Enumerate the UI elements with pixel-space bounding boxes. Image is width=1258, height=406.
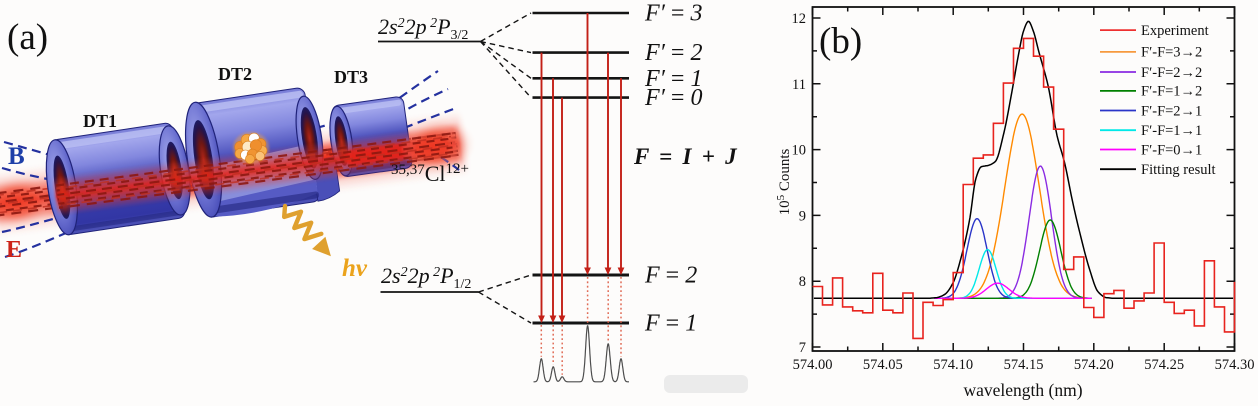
svg-text:DT3: DT3 bbox=[334, 67, 368, 87]
svg-text:10: 10 bbox=[792, 143, 807, 159]
svg-text:F′-F=2→1: F′-F=2→1 bbox=[1141, 103, 1202, 119]
svg-text:574.30: 574.30 bbox=[1215, 357, 1255, 373]
svg-text:E: E bbox=[6, 237, 22, 263]
svg-text:(b): (b) bbox=[819, 21, 862, 62]
svg-text:DT2: DT2 bbox=[218, 64, 252, 84]
svg-text:F′-F=1→2: F′-F=1→2 bbox=[1141, 84, 1202, 100]
svg-text:574.00: 574.00 bbox=[793, 357, 833, 373]
svg-text:574.20: 574.20 bbox=[1074, 357, 1114, 373]
svg-text:9: 9 bbox=[799, 208, 806, 224]
svg-text:(a): (a) bbox=[7, 17, 48, 58]
svg-text:B: B bbox=[8, 143, 25, 170]
svg-text:F′ = 1: F′ = 1 bbox=[644, 66, 702, 92]
svg-text:DT1: DT1 bbox=[83, 111, 117, 131]
svg-text:11: 11 bbox=[792, 77, 806, 93]
svg-text:F′-F=2→2: F′-F=2→2 bbox=[1141, 65, 1202, 81]
svg-text:hν: hν bbox=[342, 255, 368, 282]
svg-text:F = 2: F = 2 bbox=[644, 263, 697, 289]
svg-text:8: 8 bbox=[799, 274, 806, 290]
svg-text:2s22p 2P3/2: 2s22p 2P3/2 bbox=[378, 14, 468, 43]
svg-text:F′-F=1→1: F′-F=1→1 bbox=[1141, 123, 1202, 139]
svg-text:Experiment: Experiment bbox=[1141, 23, 1209, 39]
svg-text:7: 7 bbox=[799, 340, 806, 356]
svg-text:F′ = 3: F′ = 3 bbox=[644, 1, 702, 27]
svg-text:2s22p 2P1/2: 2s22p 2P1/2 bbox=[381, 263, 471, 292]
svg-text:105 Counts: 105 Counts bbox=[775, 148, 793, 215]
svg-text:wavelength (nm): wavelength (nm) bbox=[963, 380, 1082, 400]
svg-text:574.10: 574.10 bbox=[933, 357, 973, 373]
svg-text:F = 1: F = 1 bbox=[644, 311, 697, 337]
svg-text:574.25: 574.25 bbox=[1144, 357, 1184, 373]
svg-text:F = I + J: F = I + J bbox=[633, 144, 738, 169]
svg-text:574.15: 574.15 bbox=[1004, 357, 1044, 373]
svg-text:35,37Cl12+: 35,37Cl12+ bbox=[391, 161, 469, 186]
svg-text:574.05: 574.05 bbox=[863, 357, 903, 373]
svg-text:F′-F=0→1: F′-F=0→1 bbox=[1141, 142, 1202, 158]
svg-text:F′ = 0: F′ = 0 bbox=[644, 85, 702, 111]
svg-text:12: 12 bbox=[792, 11, 807, 27]
svg-text:F′-F=3→2: F′-F=3→2 bbox=[1141, 45, 1202, 61]
svg-text:F′ = 2: F′ = 2 bbox=[644, 40, 702, 66]
svg-text:Fitting result: Fitting result bbox=[1141, 162, 1216, 178]
